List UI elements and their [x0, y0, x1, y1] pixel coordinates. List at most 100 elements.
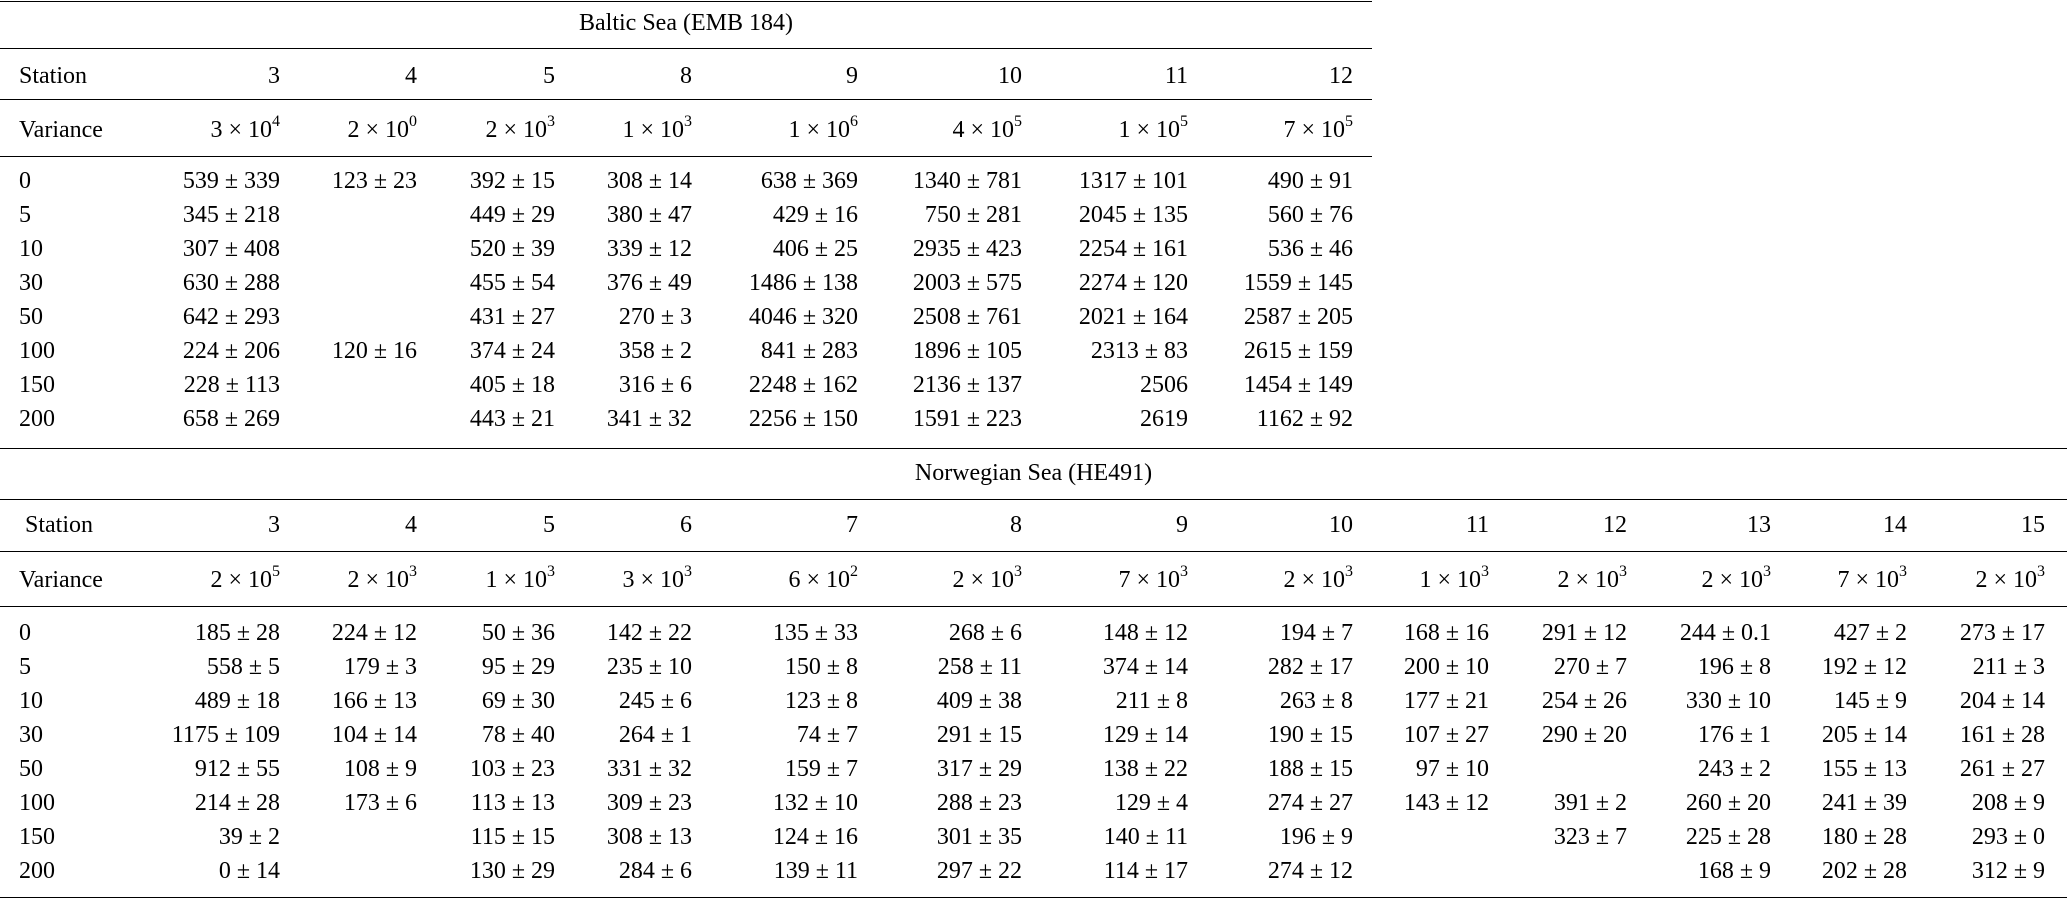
- table-cell: 208 ± 9: [1971, 790, 2045, 816]
- station-header: 12: [1603, 512, 1627, 538]
- table-cell: 148 ± 12: [1102, 620, 1188, 646]
- table-cell: 374 ± 14: [1102, 654, 1188, 680]
- variance-exponent: 4: [272, 113, 280, 130]
- table-cell: 177 ± 21: [1403, 688, 1489, 714]
- variance-value: 1 × 103: [1419, 563, 1489, 594]
- table-cell: 2256 ± 150: [748, 406, 858, 432]
- table-cell: 244 ± 0.1: [1679, 620, 1771, 646]
- table-cell: 224 ± 206: [182, 338, 280, 364]
- variance-exponent: 2: [850, 563, 858, 580]
- variance-label: Variance: [19, 567, 103, 593]
- station-header: 10: [998, 63, 1022, 89]
- variance-value: 1 × 103: [622, 113, 692, 144]
- table-cell: 339 ± 12: [606, 236, 692, 262]
- variance-exponent: 3: [547, 113, 555, 130]
- table-cell: 841 ± 283: [760, 338, 858, 364]
- variance-mantissa: 1: [485, 567, 498, 593]
- table-cell: 307 ± 408: [182, 236, 280, 262]
- table-cell: 225 ± 28: [1685, 824, 1771, 850]
- table-cell: 254 ± 26: [1541, 688, 1627, 714]
- station-header: 12: [1329, 63, 1353, 89]
- table-cell: 429 ± 16: [772, 202, 858, 228]
- depth-label: 5: [19, 202, 31, 228]
- table-cell: 4046 ± 320: [748, 304, 858, 330]
- table-cell: 260 ± 20: [1685, 790, 1771, 816]
- table-cell: 124 ± 16: [772, 824, 858, 850]
- table-cell: 2615 ± 159: [1243, 338, 1353, 364]
- table-cell: 312 ± 9: [1971, 858, 2045, 884]
- table-cell: 290 ± 20: [1541, 722, 1627, 748]
- table-cell: 330 ± 10: [1685, 688, 1771, 714]
- table-cell: 143 ± 12: [1403, 790, 1489, 816]
- variance-value: 6 × 102: [788, 563, 858, 594]
- baltic-table-title: Baltic Sea (EMB 184): [579, 10, 793, 36]
- table-cell: 235 ± 10: [606, 654, 692, 680]
- table-cell: 50 ± 36: [481, 620, 555, 646]
- depth-label: 30: [19, 722, 43, 748]
- table-cell: 560 ± 76: [1267, 202, 1353, 228]
- table-cell: 293 ± 0: [1971, 824, 2045, 850]
- variance-value: 4 × 105: [952, 113, 1022, 144]
- table-cell: 380 ± 47: [606, 202, 692, 228]
- table-cell: 288 ± 23: [936, 790, 1022, 816]
- table-cell: 323 ± 7: [1553, 824, 1627, 850]
- table-cell: 301 ± 35: [936, 824, 1022, 850]
- variance-exponent: 3: [1481, 563, 1489, 580]
- depth-label: 200: [19, 858, 55, 884]
- table-cell: 270 ± 7: [1553, 654, 1627, 680]
- table-cell: 630 ± 288: [182, 270, 280, 296]
- station-header: 14: [1883, 512, 1907, 538]
- table-cell: 130 ± 29: [469, 858, 555, 884]
- table-cell: 263 ± 8: [1279, 688, 1353, 714]
- table-cell: 274 ± 12: [1267, 858, 1353, 884]
- station-header: 9: [846, 63, 858, 89]
- variance-value: 3 × 104: [210, 113, 280, 144]
- variance-mantissa: 1: [788, 117, 801, 143]
- variance-mantissa: 2: [347, 567, 360, 593]
- table-cell: 1162 ± 92: [1256, 406, 1353, 432]
- depth-label: 30: [19, 270, 43, 296]
- table-cell: 358 ± 2: [618, 338, 692, 364]
- variance-value: 2 × 103: [1283, 563, 1353, 594]
- table-cell: 39 ± 2: [218, 824, 280, 850]
- table-cell: 308 ± 14: [606, 168, 692, 194]
- table-cell: 638 ± 369: [760, 168, 858, 194]
- depth-label: 10: [19, 688, 43, 714]
- table-cell: 427 ± 2: [1833, 620, 1907, 646]
- variance-mantissa: 2: [1701, 567, 1714, 593]
- table-rule: [0, 48, 1372, 49]
- variance-mantissa: 4: [952, 117, 965, 143]
- depth-label: 0: [19, 168, 31, 194]
- variance-mantissa: 3: [622, 567, 635, 593]
- table-cell: 2045 ± 135: [1078, 202, 1188, 228]
- table-cell: 204 ± 14: [1959, 688, 2045, 714]
- table-cell: 2254 ± 161: [1078, 236, 1188, 262]
- variance-value: 1 × 106: [788, 113, 858, 144]
- table-cell: 0 ± 14: [218, 858, 280, 884]
- table-rule: [0, 99, 1372, 100]
- table-cell: 214 ± 28: [194, 790, 280, 816]
- table-cell: 449 ± 29: [469, 202, 555, 228]
- station-header: 7: [846, 512, 858, 538]
- table-rule: [0, 156, 1372, 157]
- table-cell: 185 ± 28: [194, 620, 280, 646]
- variance-label: Variance: [19, 117, 103, 143]
- variance-mantissa: 2: [1975, 567, 1988, 593]
- station-header-label: Station: [19, 63, 88, 89]
- table-cell: 2508 ± 761: [912, 304, 1022, 330]
- table-cell: 74 ± 7: [796, 722, 858, 748]
- variance-exponent: 5: [1014, 113, 1022, 130]
- station-header: 11: [1164, 63, 1188, 89]
- table-cell: 431 ± 27: [469, 304, 555, 330]
- table-cell: 211 ± 8: [1115, 688, 1188, 714]
- table-cell: 2935 ± 423: [912, 236, 1022, 262]
- table-cell: 135 ± 33: [772, 620, 858, 646]
- variance-value: 2 × 103: [952, 563, 1022, 594]
- variance-value: 1 × 103: [485, 563, 555, 594]
- table-cell: 211 ± 3: [1972, 654, 2045, 680]
- table-cell: 1340 ± 781: [912, 168, 1022, 194]
- norwegian-table-title: Norwegian Sea (HE491): [914, 460, 1153, 486]
- table-cell: 2506: [1140, 372, 1188, 398]
- table-cell: 2003 ± 575: [912, 270, 1022, 296]
- station-header: 4: [405, 63, 417, 89]
